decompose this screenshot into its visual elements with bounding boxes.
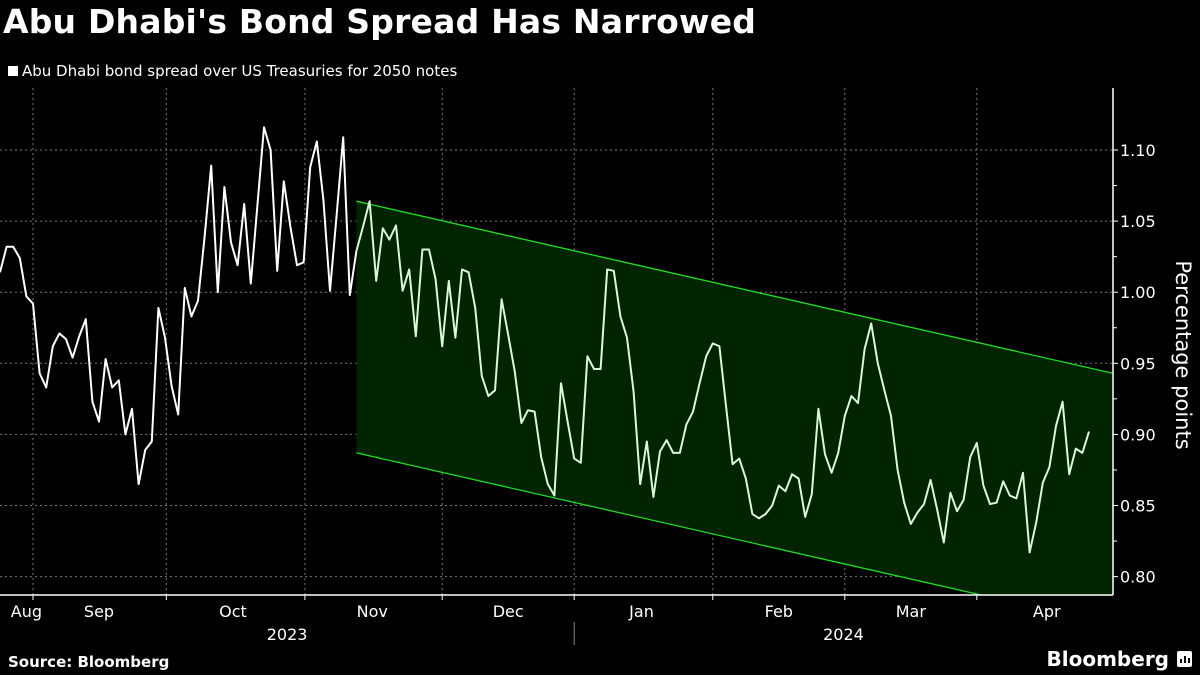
x-tick-label: Jan	[628, 602, 654, 621]
bloomberg-logo: Bloomberg	[1047, 647, 1192, 671]
series-line-in-channel	[355, 200, 1090, 554]
x-tick-label: Apr	[1033, 602, 1061, 621]
y-tick-label: 0.90	[1120, 425, 1156, 444]
x-tick-label: Mar	[896, 602, 927, 621]
chart-title: Abu Dhabi's Bond Spread Has Narrowed	[3, 2, 757, 41]
y-axis-title: Percentage points	[1171, 260, 1195, 449]
bloomberg-chart-icon	[1177, 651, 1192, 667]
year-label: 2023	[267, 625, 308, 644]
y-tick-label: 1.05	[1120, 212, 1156, 231]
x-tick-label: Nov	[357, 602, 388, 621]
y-tick-label: 1.10	[1120, 141, 1156, 160]
axes: 0.80 0.85 0.90 0.95 1.00 1.05 1.10 Aug Sep Oct Nov…	[0, 88, 1156, 645]
channel-lower-line	[356, 452, 985, 595]
x-tick-label: Feb	[765, 602, 793, 621]
logo-text: Bloomberg	[1046, 647, 1169, 671]
channel-fill	[356, 201, 1113, 595]
channel	[356, 200, 1113, 595]
y-tick-label: 0.80	[1120, 568, 1156, 587]
x-tick-label: Dec	[493, 602, 524, 621]
legend-label: Abu Dhabi bond spread over US Treasuries…	[22, 62, 458, 80]
y-tick-label: 0.85	[1120, 497, 1156, 516]
x-tick-label: Aug	[11, 602, 42, 621]
legend-swatch	[8, 66, 18, 76]
x-tick-label: Oct	[219, 602, 247, 621]
series-lines	[0, 126, 1090, 554]
series-line-before-channel	[0, 126, 358, 486]
year-label: 2024	[823, 625, 864, 644]
channel-upper-line	[356, 200, 1113, 374]
x-tick-label: Sep	[84, 602, 114, 621]
y-tick-label: 1.00	[1120, 283, 1156, 302]
legend: Abu Dhabi bond spread over US Treasuries…	[8, 62, 457, 80]
source-note: Source: Bloomberg	[8, 653, 170, 671]
y-tick-label: 0.95	[1120, 354, 1156, 373]
